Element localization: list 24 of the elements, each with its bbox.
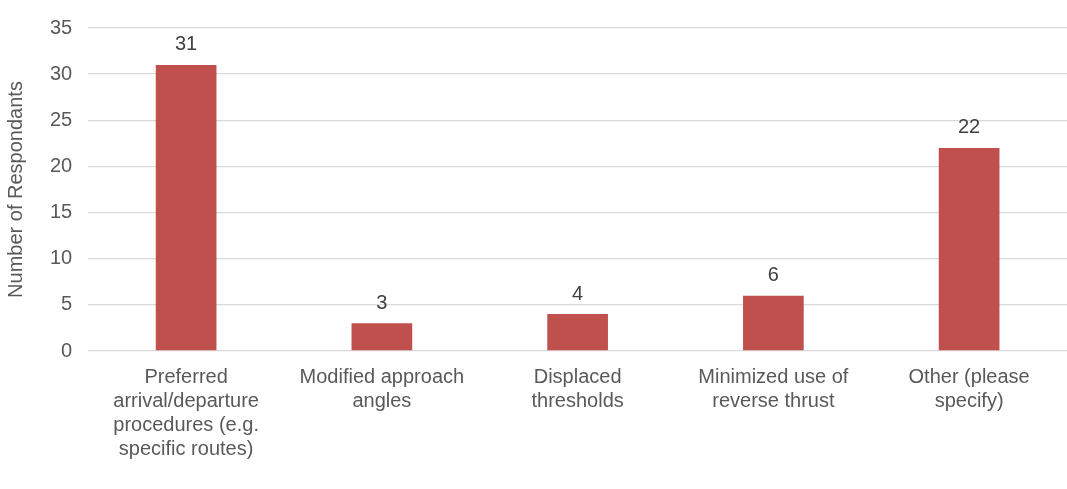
bar — [547, 314, 608, 351]
y-tick-label: 35 — [50, 15, 73, 38]
data-label: 4 — [572, 281, 584, 304]
data-label: 6 — [767, 263, 779, 286]
y-tick-label: 20 — [50, 153, 73, 176]
bar — [938, 147, 1000, 351]
bar — [351, 323, 413, 351]
y-tick-label: 0 — [61, 338, 73, 361]
data-label: 22 — [958, 115, 981, 138]
data-label: 31 — [175, 32, 198, 55]
x-tick-label: Modified approach angles — [299, 364, 465, 411]
data-label: 3 — [376, 290, 388, 313]
y-tick-label: 30 — [50, 61, 73, 84]
y-axis-title: Number of Respondants — [3, 81, 26, 298]
bar — [155, 64, 217, 351]
x-tick-label: Other (please specify) — [908, 364, 1030, 411]
x-tick-label: Preferred arrival/departure procedures (e.g. specific routes) — [113, 364, 259, 459]
x-tick-label: Displaced thresholds — [531, 364, 624, 411]
y-tick-label: 15 — [50, 200, 73, 223]
y-tick-label: 25 — [50, 107, 73, 130]
y-tick-label: 10 — [50, 246, 73, 269]
bar — [743, 295, 804, 351]
x-tick-label: Minimized use of reverse thrust — [698, 364, 849, 411]
y-tick-label: 5 — [61, 292, 73, 315]
